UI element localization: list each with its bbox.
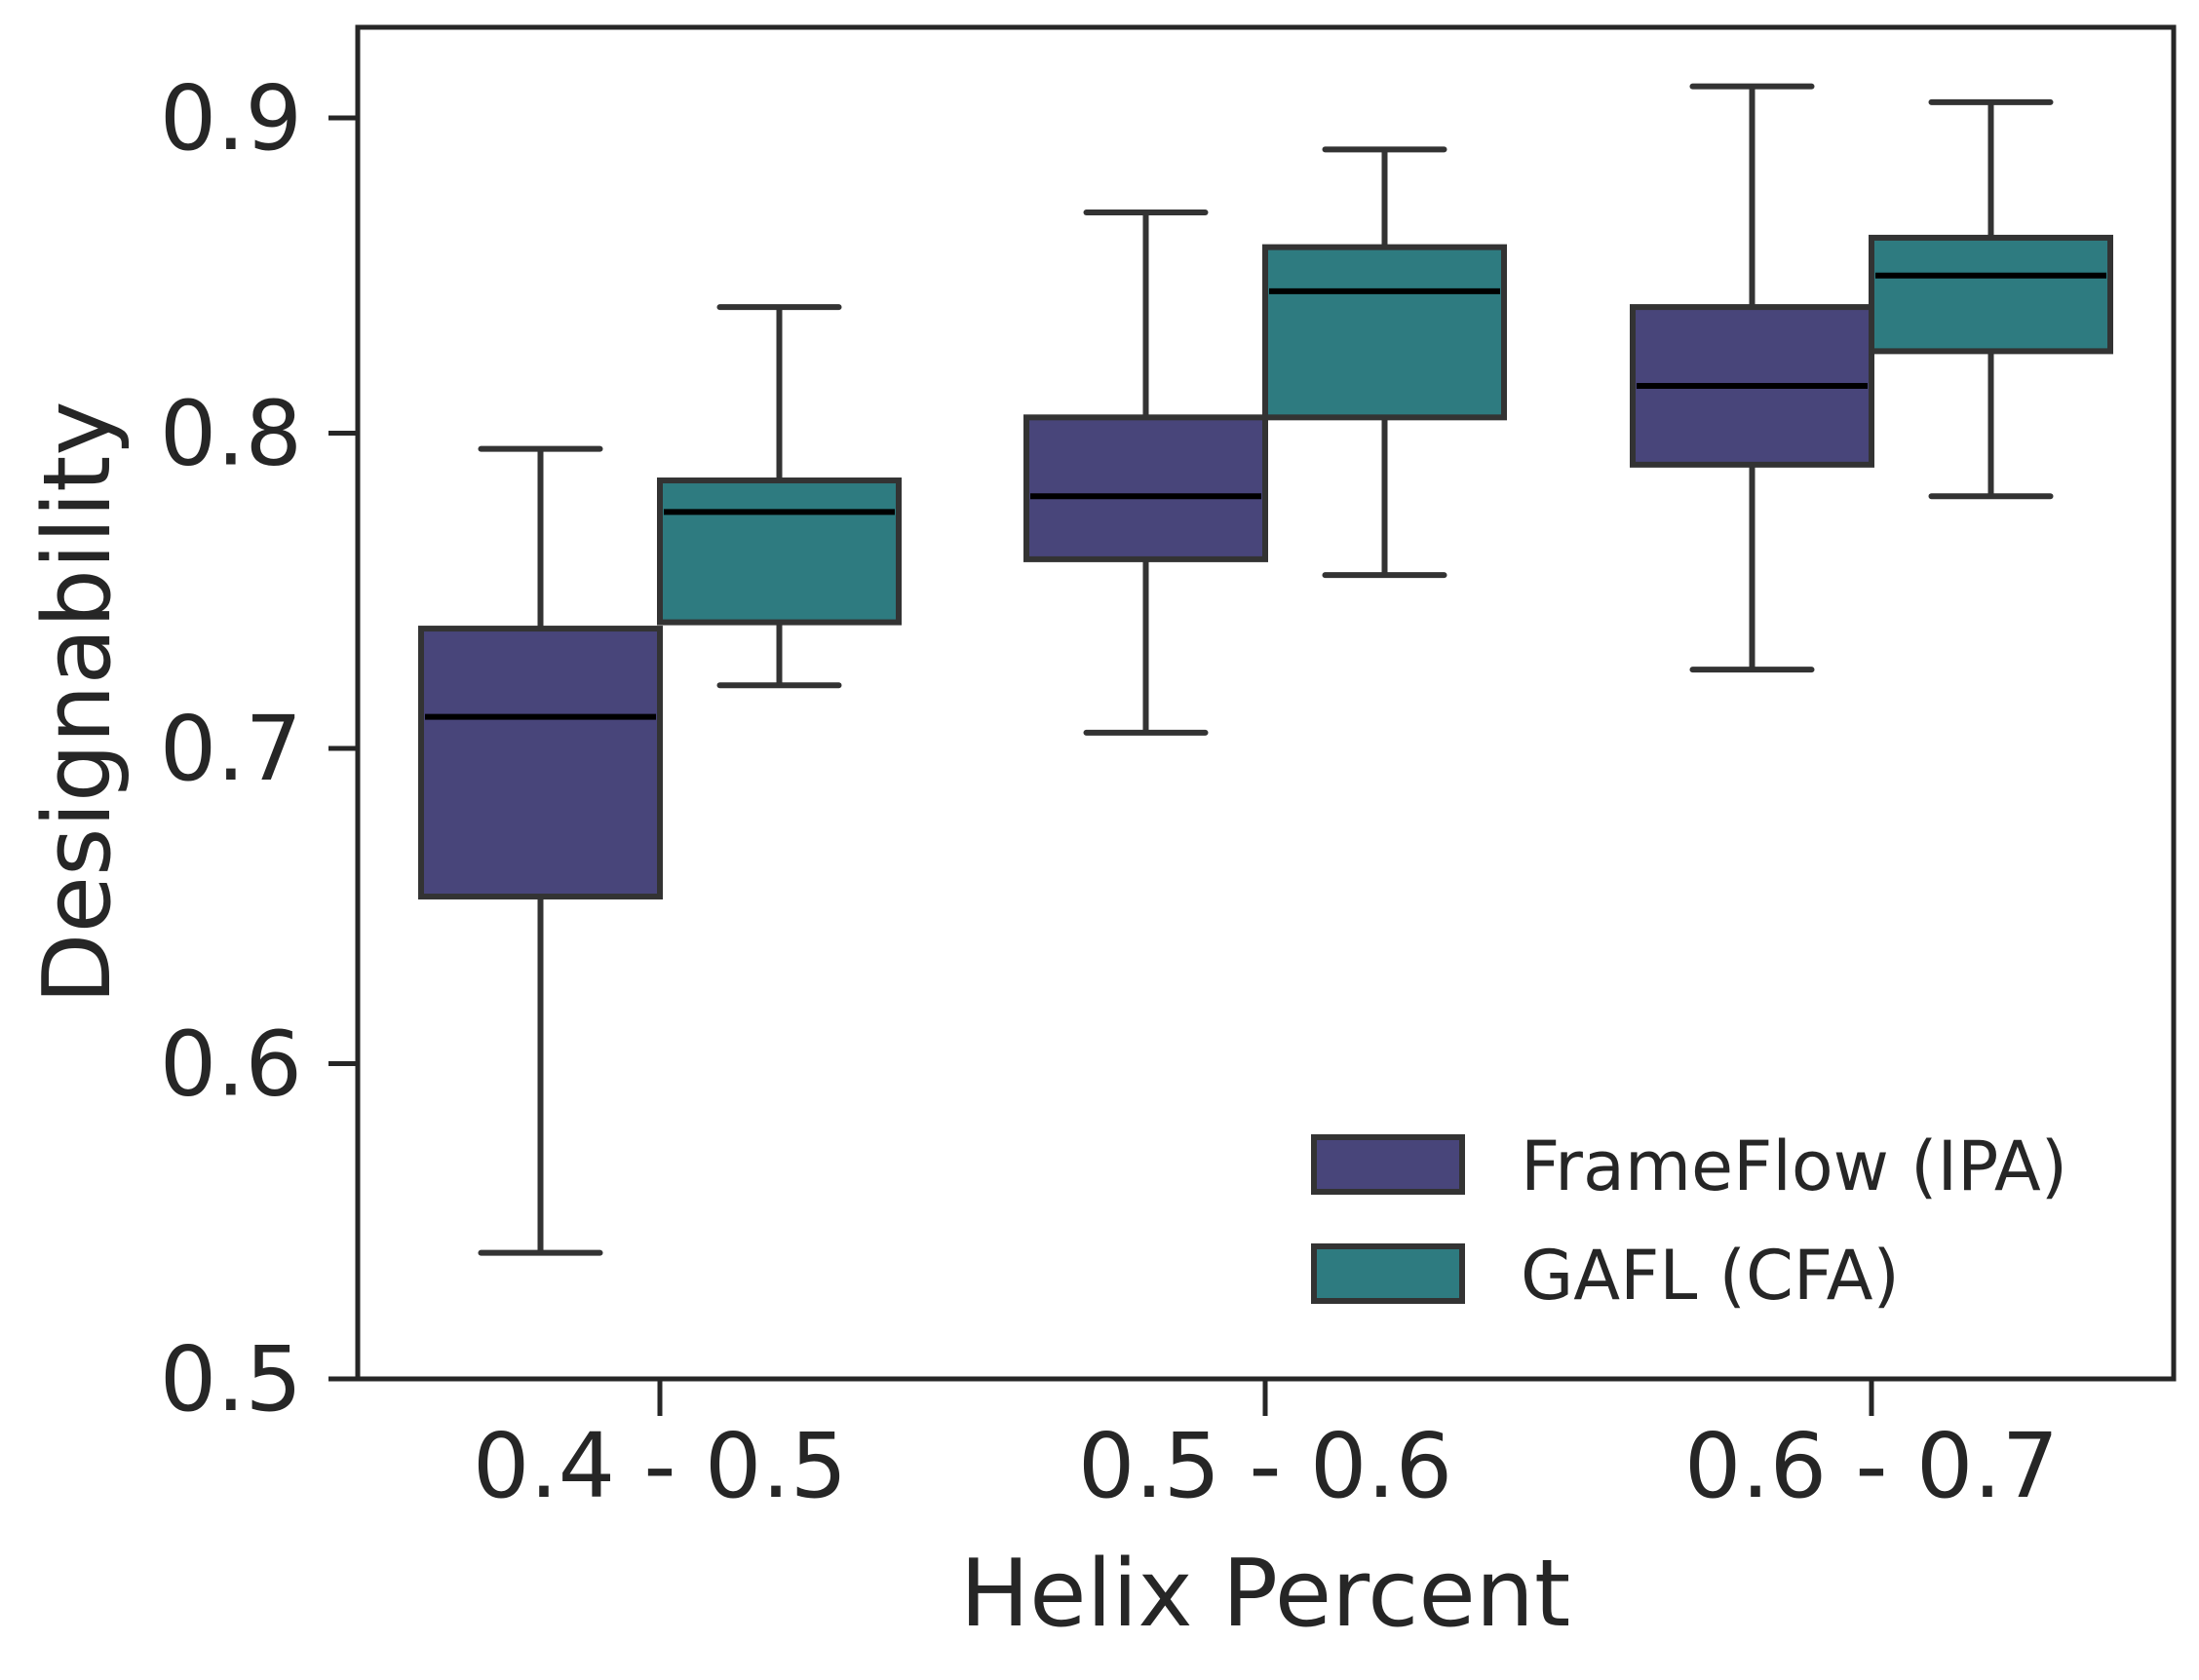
legend-swatch-gafl: [1311, 1243, 1465, 1304]
legend-label-frameflow: FrameFlow (IPA): [1521, 1126, 2067, 1206]
legend: FrameFlow (IPA) GAFL (CFA): [1311, 1126, 2067, 1316]
x-tick-label: 0.4 - 0.5: [473, 1414, 847, 1518]
box-iqr: [1869, 234, 2113, 355]
legend-swatch-frameflow: [1311, 1134, 1465, 1195]
box-iqr: [657, 477, 902, 626]
y-tick-label: 0.5: [160, 1327, 302, 1432]
box-1-1: [1262, 146, 1507, 579]
box-0-1: [1023, 210, 1268, 736]
y-tick-label: 0.7: [160, 697, 302, 801]
box-iqr: [418, 626, 663, 900]
x-tick-label: 0.5 - 0.6: [1078, 1414, 1452, 1518]
box-1-0: [657, 304, 902, 689]
y-tick-label: 0.8: [160, 382, 302, 486]
y-tick-label: 0.9: [160, 66, 302, 171]
y-axis-label: Designability: [24, 401, 132, 1004]
box-iqr: [1262, 244, 1507, 421]
legend-label-gafl: GAFL (CFA): [1521, 1236, 1900, 1316]
box-1-2: [1869, 98, 2113, 500]
box-0-2: [1630, 83, 1874, 673]
box-iqr: [1023, 414, 1268, 562]
box-0-0: [418, 445, 663, 1256]
y-tick-label: 0.6: [160, 1012, 302, 1117]
x-tick-label: 0.6 - 0.7: [1684, 1414, 2059, 1518]
x-axis-label: Helix Percent: [960, 1541, 1571, 1648]
